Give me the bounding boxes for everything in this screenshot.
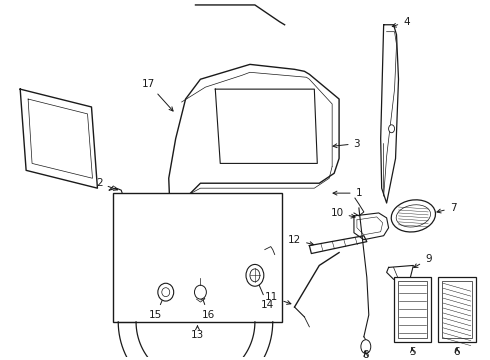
Text: 16: 16	[201, 296, 215, 320]
Bar	[113, 193, 282, 322]
Text: 15: 15	[149, 296, 165, 320]
Ellipse shape	[396, 205, 431, 227]
Ellipse shape	[361, 340, 371, 354]
Ellipse shape	[195, 285, 206, 299]
Text: 7: 7	[437, 203, 456, 213]
Bar	[393, 277, 431, 342]
Text: 3: 3	[333, 139, 360, 149]
Ellipse shape	[158, 283, 173, 301]
Bar	[397, 281, 427, 338]
Ellipse shape	[246, 265, 264, 286]
Ellipse shape	[250, 269, 260, 282]
Ellipse shape	[391, 200, 436, 232]
Text: 11: 11	[265, 292, 291, 304]
Text: 4: 4	[392, 17, 410, 27]
Text: 8: 8	[363, 350, 369, 360]
Text: 13: 13	[191, 326, 204, 340]
Text: 9: 9	[414, 255, 432, 267]
Ellipse shape	[389, 125, 394, 133]
Text: 1: 1	[333, 188, 362, 198]
Text: 6: 6	[454, 347, 460, 357]
Text: 2: 2	[96, 178, 118, 190]
Text: 17: 17	[142, 79, 173, 111]
Text: 10: 10	[331, 208, 355, 218]
Bar	[438, 277, 476, 342]
Text: 14: 14	[256, 279, 274, 310]
Ellipse shape	[162, 288, 170, 297]
Bar	[442, 281, 472, 338]
Text: 12: 12	[288, 235, 314, 246]
Text: 5: 5	[409, 347, 416, 357]
